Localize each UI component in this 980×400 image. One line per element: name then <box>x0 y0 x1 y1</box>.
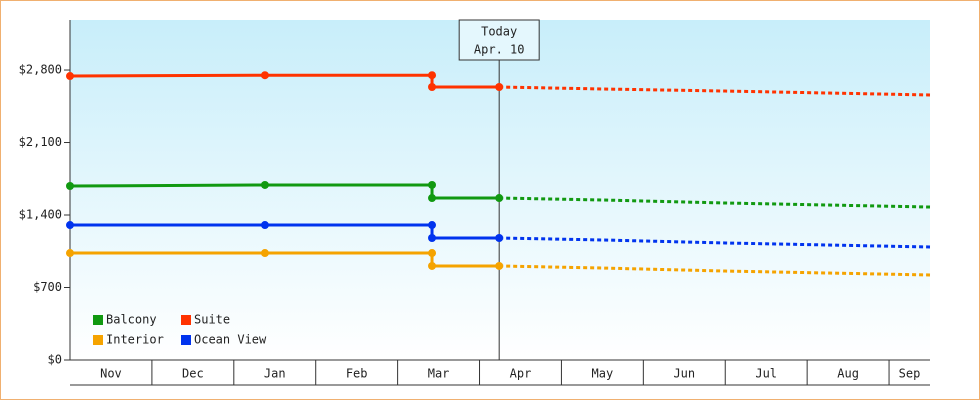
point <box>428 71 437 80</box>
today-label: Apr. 10 <box>474 43 525 57</box>
today-label: Today <box>481 25 517 39</box>
legend-label: Balcony <box>106 313 157 327</box>
plot-area <box>70 20 930 360</box>
point <box>428 180 437 189</box>
point <box>428 221 437 230</box>
legend-label: Ocean View <box>194 333 267 347</box>
x-tick-label: May <box>592 367 614 381</box>
x-tick-label: Jul <box>755 367 777 381</box>
y-tick-label: $2,800 <box>19 63 62 77</box>
forecast-line <box>499 236 931 249</box>
point <box>428 234 437 243</box>
point <box>260 71 269 80</box>
point <box>260 180 269 189</box>
point <box>66 72 74 81</box>
point <box>66 249 74 258</box>
x-tick-label: Nov <box>100 367 122 381</box>
point <box>66 182 74 191</box>
point <box>495 83 504 92</box>
y-tick-label: $2,100 <box>19 135 62 149</box>
x-tick-label: Aug <box>837 367 859 381</box>
legend-label: Suite <box>194 313 230 327</box>
forecast-line <box>499 264 931 277</box>
y-tick-label: $700 <box>33 280 62 294</box>
legend-swatch <box>93 335 103 345</box>
point <box>260 221 269 230</box>
point <box>495 234 504 243</box>
legend-swatch <box>93 315 103 325</box>
point <box>428 83 437 92</box>
point <box>495 261 504 270</box>
point <box>428 249 437 258</box>
x-tick-label: Mar <box>428 367 450 381</box>
y-tick-label: $0 <box>48 353 62 367</box>
x-tick-label: Jun <box>673 367 695 381</box>
forecast-line <box>499 196 931 209</box>
point <box>260 249 269 258</box>
legend-label: Interior <box>106 333 164 347</box>
x-tick-label: Sep <box>899 367 921 381</box>
forecast-line <box>499 85 931 97</box>
x-tick-label: Dec <box>182 367 204 381</box>
point <box>66 221 74 230</box>
x-tick-label: Jan <box>264 367 286 381</box>
legend-swatch <box>181 315 191 325</box>
today-box <box>458 19 540 61</box>
x-tick-label: Feb <box>346 367 368 381</box>
x-tick-label: Apr <box>510 367 532 381</box>
point <box>495 194 504 203</box>
y-tick-label: $1,400 <box>19 208 62 222</box>
legend-swatch <box>181 335 191 345</box>
point <box>428 261 437 270</box>
point <box>428 194 437 203</box>
